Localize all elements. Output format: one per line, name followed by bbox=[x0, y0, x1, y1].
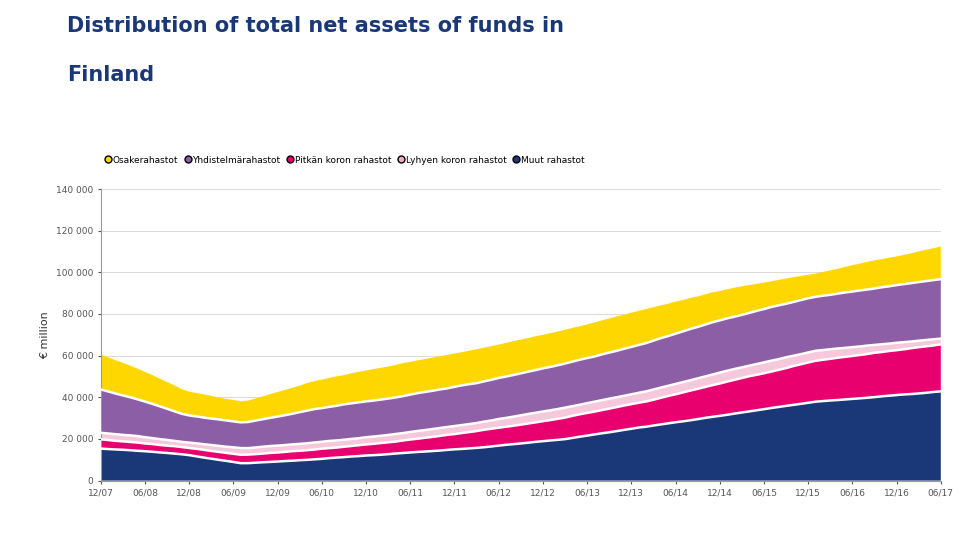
Text: Finland: Finland bbox=[67, 65, 155, 85]
Y-axis label: € million: € million bbox=[40, 311, 50, 359]
Text: Distribution of total net assets of funds in: Distribution of total net assets of fund… bbox=[67, 16, 564, 36]
Legend: Osakerahastot, Yhdistelmärahastot, Pitkän koron rahastot, Lyhyen koron rahastot,: Osakerahastot, Yhdistelmärahastot, Pitkä… bbox=[106, 156, 585, 165]
